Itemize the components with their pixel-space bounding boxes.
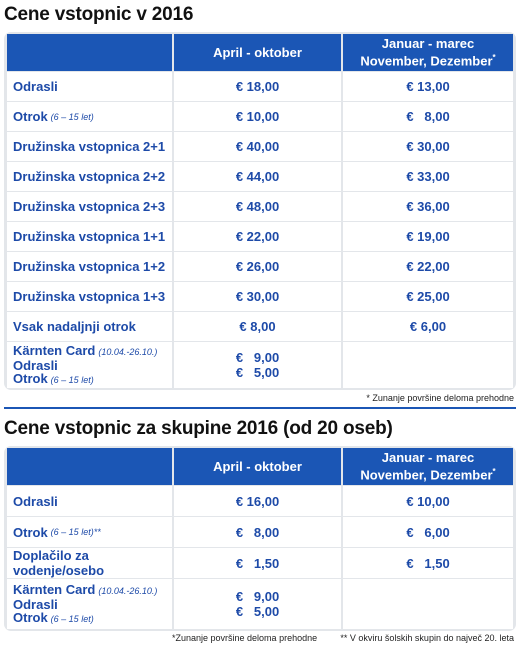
price-summer: € 48,00 <box>235 199 280 214</box>
row-note: (6 – 15 let)** <box>50 527 101 537</box>
table-row: Družinska vstopnica 1+2 € 26,00 € 22,00 <box>7 252 513 281</box>
header-season-summer: April - oktober <box>174 34 341 71</box>
card-validity: (10.04.-26.10.) <box>98 585 158 596</box>
section-title-group-prices: Cene vstopnic za skupine 2016 (od 20 ose… <box>4 418 393 439</box>
table-row: Vsak nadaljnji otrok € 8,00 € 6,00 <box>7 312 513 341</box>
card-price-child: € 5,00 <box>235 604 280 619</box>
card-adults-label: Odrasli <box>13 596 58 612</box>
row-label: Doplačilo za vodenje/osebo <box>13 548 105 578</box>
card-label: Kärnten Card <box>13 342 96 358</box>
table-row: Doplačilo za vodenje/osebo € 1,50 € 1,50 <box>7 548 513 578</box>
row-label: Družinska vstopnica 1+1 <box>13 229 166 244</box>
footnote-school-groups: ** V okviru šolskih skupin do največ 20.… <box>340 633 514 643</box>
footnote-surfaces: *Zunanje površine deloma prehodne <box>172 633 318 643</box>
table-row: Odrasli € 16,00 € 10,00 <box>7 486 513 516</box>
footnote-surfaces: * Zunanje površine deloma prehodne <box>366 393 514 403</box>
card-empty-cell <box>343 579 513 629</box>
price-summer: € 40,00 <box>235 139 280 154</box>
price-summer: € 26,00 <box>235 259 280 274</box>
price-winter: € 33,00 <box>406 169 450 184</box>
row-label: Družinska vstopnica 1+2 <box>13 259 166 274</box>
price-summer: € 44,00 <box>235 169 280 184</box>
price-winter: € 6,00 <box>406 524 450 540</box>
card-child-note: (6 – 15 let) <box>50 613 94 624</box>
row-label: Družinska vstopnica 2+1 <box>13 139 166 154</box>
row-label: Družinska vstopnica 2+3 <box>13 199 166 214</box>
table-row: Otrok (6 – 15 let)** € 8,00 € 6,00 <box>7 517 513 547</box>
table-row-kaernten-card: Kärnten Card (10.04.-26.10.) Odrasli Otro… <box>7 342 513 388</box>
price-summer: € 16,00 <box>235 493 280 509</box>
price-winter: € 25,00 <box>406 289 450 304</box>
price-winter: € 10,00 <box>406 493 450 509</box>
price-winter: € 13,00 <box>406 79 450 94</box>
card-child-label: Otrok <box>13 370 48 386</box>
price-summer: € 8,00 <box>235 524 280 540</box>
price-winter: € 19,00 <box>406 229 450 244</box>
row-label: Vsak nadaljnji otrok <box>13 319 136 334</box>
row-label: Odrasli <box>13 493 58 509</box>
price-table: April - oktober Januar - marec November,… <box>4 32 516 390</box>
table-row: Otrok (6 – 15 let) € 10,00 € 8,00 <box>7 102 513 131</box>
card-validity: (10.04.-26.10.) <box>98 346 158 357</box>
card-child-note: (6 – 15 let) <box>50 374 94 385</box>
row-label: Otrok <box>13 524 48 540</box>
card-empty-cell <box>343 342 513 388</box>
price-winter: € 22,00 <box>406 259 450 274</box>
table-row: Odrasli € 18,00 € 13,00 <box>7 72 513 101</box>
card-price-adults: € 9,00 <box>235 589 280 604</box>
header-season-winter: Januar - marec November, Dezember* <box>343 34 513 71</box>
section-divider <box>4 407 516 409</box>
header-blank-cell <box>7 448 172 485</box>
table-row: Družinska vstopnica 2+2 € 44,00 € 33,00 <box>7 162 513 191</box>
table-row: Družinska vstopnica 2+3 € 48,00 € 36,00 <box>7 192 513 221</box>
table-header-row: April - oktober Januar - marec November,… <box>7 34 513 71</box>
row-label: Družinska vstopnica 2+2 <box>13 169 166 184</box>
price-winter: € 6,00 <box>409 319 447 334</box>
card-label: Kärnten Card <box>13 581 96 597</box>
table-header-row: April - oktober Januar - marec November,… <box>7 448 513 485</box>
price-winter: € 30,00 <box>406 139 450 154</box>
price-winter: € 36,00 <box>406 199 450 214</box>
price-summer: € 18,00 <box>235 79 280 94</box>
table-row: Družinska vstopnica 2+1 € 40,00 € 30,00 <box>7 132 513 161</box>
table-row: Družinska vstopnica 1+3 € 30,00 € 25,00 <box>7 282 513 311</box>
table-row-kaernten-card: Kärnten Card (10.04.-26.10.) Odrasli Otro… <box>7 579 513 629</box>
row-label: Družinska vstopnica 1+3 <box>13 289 166 304</box>
card-child-label: Otrok <box>13 609 48 625</box>
row-label: Odrasli <box>13 79 58 94</box>
table-row: Družinska vstopnica 1+1 € 22,00 € 19,00 <box>7 222 513 251</box>
price-summer: € 30,00 <box>235 289 280 304</box>
price-winter: € 8,00 <box>406 109 450 124</box>
row-label: Otrok <box>13 109 48 124</box>
card-adults-label: Odrasli <box>13 357 58 373</box>
group-price-table: April - oktober Januar - marec November,… <box>4 446 516 631</box>
price-summer: € 10,00 <box>235 109 280 124</box>
card-price-child: € 5,00 <box>235 365 280 380</box>
price-winter: € 1,50 <box>406 555 450 571</box>
price-summer: € 8,00 <box>239 319 276 334</box>
row-note: (6 – 15 let) <box>50 111 94 122</box>
header-season-winter: Januar - marec November, Dezember* <box>343 448 513 485</box>
card-price-adults: € 9,00 <box>235 350 280 365</box>
header-season-summer: April - oktober <box>174 448 341 485</box>
section-title-prices: Cene vstopnic v 2016 <box>4 4 194 25</box>
price-summer: € 1,50 <box>235 555 280 571</box>
price-summer: € 22,00 <box>235 229 280 244</box>
header-blank-cell <box>7 34 172 71</box>
